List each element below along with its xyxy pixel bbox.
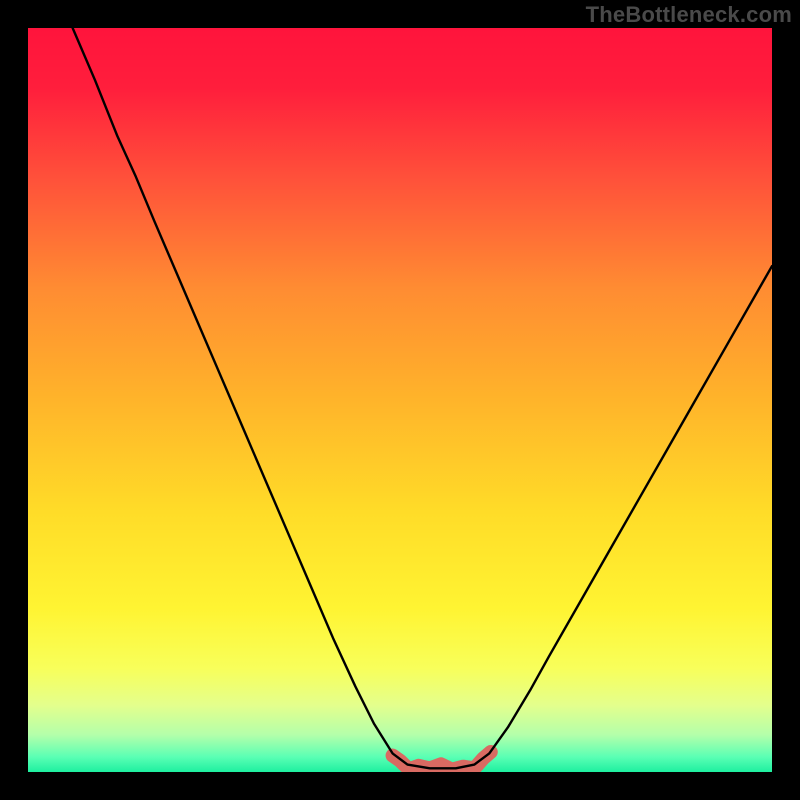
chart-plot-area	[28, 28, 772, 772]
chart-svg	[28, 28, 772, 772]
chart-container: TheBottleneck.com	[0, 0, 800, 800]
watermark-text: TheBottleneck.com	[586, 2, 792, 28]
chart-background	[28, 28, 772, 772]
